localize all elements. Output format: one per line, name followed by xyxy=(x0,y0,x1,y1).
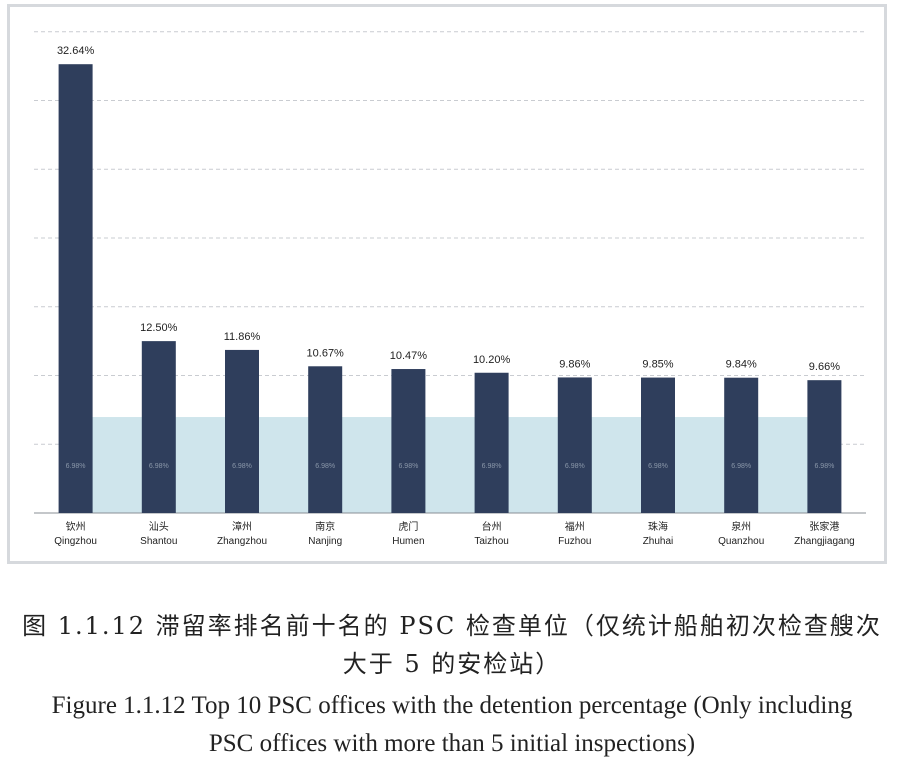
x-tick-label-en: Humen xyxy=(392,536,424,547)
x-tick-label-cn: 漳州 xyxy=(232,520,252,533)
x-tick-label-en: Nanjing xyxy=(308,536,342,547)
average-label: 6.98% xyxy=(565,463,585,470)
average-label: 6.98% xyxy=(66,463,86,470)
bar xyxy=(225,349,259,513)
data-label: 10.20% xyxy=(473,354,511,366)
bar xyxy=(641,377,675,513)
x-tick-label-en: Zhuhai xyxy=(643,536,674,547)
bar xyxy=(308,366,343,513)
data-label: 12.50% xyxy=(140,322,178,334)
x-tick-label-en: Fuzhou xyxy=(558,536,591,547)
average-label: 6.98% xyxy=(315,463,335,470)
x-tick-label-cn: 珠海 xyxy=(648,520,668,533)
bar xyxy=(557,377,592,513)
x-tick-label-en: Qingzhou xyxy=(54,536,97,547)
data-label: 10.67% xyxy=(307,347,345,359)
x-tick-label-cn: 福州 xyxy=(565,520,585,533)
average-label: 6.98% xyxy=(149,463,169,470)
bar xyxy=(141,341,176,513)
x-tick-label-cn: 汕头 xyxy=(149,521,169,533)
bar-chart: 32.64% 6.98% 钦州 Qingzhou 12.50% 6.98% 汕头 Shanto… xyxy=(34,31,866,547)
caption-cn-line1: 图 1.1.12 滞留率排名前十名的 PSC 检查单位（仅统计船舶初次检查艘次 xyxy=(22,612,882,640)
bar xyxy=(58,64,93,513)
x-tick-label-cn: 钦州 xyxy=(66,521,86,533)
x-tick-label-en: Zhangjiagang xyxy=(794,536,855,547)
caption-cn-line2: 大于 5 的安检站） xyxy=(342,650,562,678)
data-label: 9.86% xyxy=(559,358,590,370)
chart-frame: 32.64% 6.98% 钦州 Qingzhou 12.50% 6.98% 汕头 Shanto… xyxy=(7,4,887,564)
average-label: 6.98% xyxy=(814,463,834,470)
data-label: 10.47% xyxy=(390,350,428,362)
bar xyxy=(724,377,759,513)
x-tick-label-cn: 台州 xyxy=(482,520,502,533)
data-label: 32.64% xyxy=(57,45,95,57)
x-tick-label-en: Taizhou xyxy=(474,536,508,547)
bar xyxy=(474,372,509,513)
x-tick-label-cn: 南京 xyxy=(315,520,335,533)
average-label: 6.98% xyxy=(482,463,502,470)
average-band xyxy=(75,417,825,513)
x-tick-label-en: Zhangzhou xyxy=(217,536,267,547)
x-tick-label-cn: 虎门 xyxy=(398,520,418,533)
caption-en-line1: Figure 1.1.12 Top 10 PSC offices with th… xyxy=(51,692,853,719)
data-label: 9.85% xyxy=(642,359,673,371)
bar xyxy=(391,369,426,513)
data-label: 9.84% xyxy=(726,359,757,371)
x-tick-label-cn: 泉州 xyxy=(731,520,751,533)
caption-en-line2: PSC offices with more than 5 initial ins… xyxy=(208,730,696,757)
data-label: 11.86% xyxy=(224,331,261,343)
x-tick-label-en: Quanzhou xyxy=(718,536,764,547)
average-label: 6.98% xyxy=(648,463,668,470)
x-tick-label-cn: 张家港 xyxy=(809,520,839,533)
data-label: 9.66% xyxy=(809,361,840,373)
bar xyxy=(807,380,842,513)
average-label: 6.98% xyxy=(731,463,751,470)
average-label: 6.98% xyxy=(398,463,418,470)
x-tick-label-en: Shantou xyxy=(140,536,177,547)
average-label: 6.98% xyxy=(232,463,252,470)
